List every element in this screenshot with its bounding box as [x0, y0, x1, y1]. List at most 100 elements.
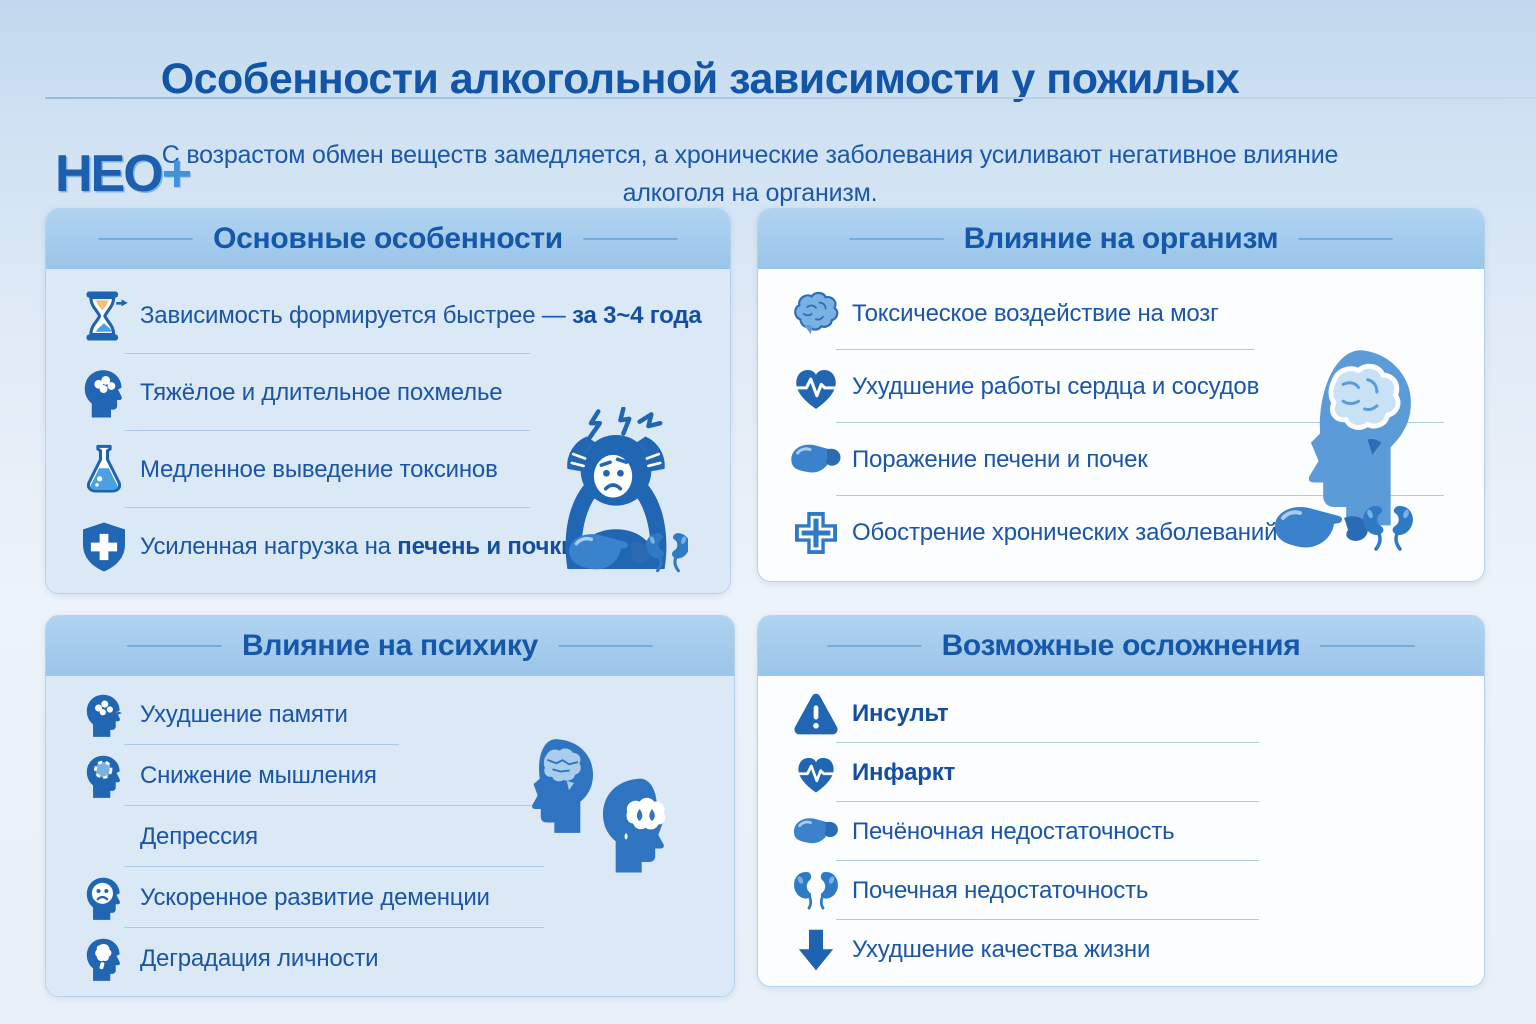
hangover-head-icon [68, 365, 140, 421]
item-text-bold: Инфаркт [852, 758, 956, 786]
shield-cross-icon [68, 519, 140, 575]
list-item: Усиленная нагрузка на печень и почки [46, 508, 730, 585]
warning-triangle-icon [780, 689, 852, 739]
panel-key-features: Основные особенности Зависимость формиру… [45, 208, 731, 594]
item-text-bold: Инсульт [852, 699, 949, 727]
header-line [126, 645, 222, 647]
list-item: Ухудшение работы сердца и сосудов [758, 350, 1484, 423]
item-text-regular: Печёночная недостаточность [852, 817, 1175, 845]
item-text: Почечная недостаточность [852, 877, 1148, 905]
subtitle-line-1: С возрастом обмен веществ замедляется, а… [161, 141, 1339, 169]
header-line [558, 645, 654, 647]
header-line [826, 645, 922, 647]
item-text-regular: Деградация личности [140, 944, 379, 972]
panel-title: Влияние на организм [963, 222, 1279, 255]
header-line [1298, 238, 1394, 240]
list-item: Поражение печени и почек [758, 423, 1484, 496]
list-item: Ускоренное развитие деменции [46, 867, 734, 928]
item-text-regular: Ухудшение памяти [140, 700, 348, 728]
item-text: Деградация личности [140, 944, 379, 973]
panel-body-impact: Влияние на организм Токсическое воздейст… [757, 208, 1485, 582]
hourglass-icon [68, 288, 140, 344]
brain-icon [780, 286, 852, 342]
item-text: Снижение мышления [140, 762, 377, 790]
item-text: Инсульт [852, 699, 949, 728]
medical-cross-icon [780, 505, 852, 561]
panel-header: Влияние на организм [758, 209, 1484, 269]
item-text: Поражение печени и почек [852, 446, 1148, 474]
list-item: Инсульт [758, 684, 1484, 743]
item-text-regular: Усиленная нагрузка на [140, 532, 398, 560]
header-line [98, 238, 194, 240]
heart-pulse-icon [780, 359, 852, 415]
title-divider [45, 97, 1536, 99]
list-item: Деградация личности [46, 928, 734, 989]
item-text: Медленное выведение токсинов [140, 456, 498, 484]
list-item: Инфаркт [758, 743, 1484, 802]
list-item: Депрессия [46, 806, 734, 867]
item-text: Тяжёлое и длительное похмелье [140, 378, 503, 407]
panel-complications: Возможные осложнения Инсульт Инфаркт Печён… [757, 615, 1485, 987]
heart-pulse-icon [780, 748, 852, 798]
header-line [1320, 645, 1416, 647]
degradation-head-icon [68, 934, 140, 984]
item-text: Ухудшение работы сердца и сосудов [852, 373, 1259, 401]
logo-text: НЕО [55, 145, 164, 203]
down-arrow-icon [780, 925, 852, 975]
item-text-regular: Ускоренное развитие деменции [140, 883, 490, 911]
panel-title: Основные особенности [213, 222, 563, 255]
item-text: Токсическое воздействие на мозг [852, 300, 1219, 328]
item-text-regular: Поражение печени и почек [852, 445, 1148, 473]
list-item: Почечная недостаточность [758, 861, 1484, 920]
list-item: Обострение хронических заболеваний [758, 496, 1484, 569]
list-item: Ухудшение памяти [46, 684, 734, 745]
item-text-regular: Ухудшение работы сердца и сосудов [852, 372, 1260, 400]
item-text-regular: Снижение мышления [140, 761, 377, 789]
panel-body: Инсульт Инфаркт Печёночная недостаточность… [758, 676, 1484, 986]
sad-face-head-icon [68, 873, 140, 923]
panel-title: Влияние на психику [241, 629, 539, 662]
panel-header: Основные особенности [46, 209, 730, 269]
liver-icon [780, 432, 852, 488]
panel-psyche-impact: Влияние на психику Ухудшение памяти Сниже… [45, 615, 735, 997]
item-text-regular: Тяжёлое и длительное похмелье [140, 378, 503, 406]
panel-body: Токсическое воздействие на мозг Ухудшение… [758, 269, 1484, 581]
list-item: Токсическое воздействие на мозг [758, 277, 1484, 350]
item-text-regular: Депрессия [140, 822, 258, 850]
item-text: Ухудшение качества жизни [852, 936, 1150, 964]
panel-title: Возможные осложнения [941, 629, 1301, 662]
item-text: Обострение хронических заболеваний [852, 519, 1277, 547]
panel-header: Возможные осложнения [758, 616, 1484, 676]
panel-body: Зависимость формируется быстрее — за 3~4… [46, 269, 730, 593]
list-item: Снижение мышления [46, 745, 734, 806]
item-text-bold: печень и почки [397, 532, 576, 560]
kidneys-icon [780, 866, 852, 916]
item-text-regular: Медленное выведение токсинов [140, 455, 498, 483]
item-text: Ускоренное развитие деменции [140, 884, 490, 912]
flask-icon [68, 442, 140, 498]
item-text-regular: Обострение хронических заболеваний [852, 518, 1278, 546]
page-subtitle: С возрастом обмен веществ замедляется, а… [0, 137, 1500, 212]
list-item: Зависимость формируется быстрее — за 3~4… [46, 277, 730, 354]
logo-plus-icon: + [161, 145, 192, 203]
item-text-regular: Ухудшение качества жизни [852, 935, 1151, 963]
item-text: Усиленная нагрузка на печень и почки [140, 533, 576, 561]
liver-icon [780, 807, 852, 857]
list-item: Медленное выведение токсинов [46, 431, 730, 508]
list-item: Тяжёлое и длительное похмелье [46, 354, 730, 431]
item-text: Ухудшение памяти [140, 701, 348, 729]
header-line [848, 238, 944, 240]
panel-header: Влияние на психику [46, 616, 734, 676]
item-text-regular: Почечная недостаточность [852, 876, 1149, 904]
item-text-bold: за 3~4 года [572, 301, 702, 329]
item-text-regular: Зависимость формируется быстрее — [140, 301, 573, 329]
list-item: Ухудшение качества жизни [758, 920, 1484, 979]
panel-body: Ухудшение памяти Снижение мышления Депресс… [46, 676, 734, 996]
subtitle-line-2: алкоголя на организм. [622, 178, 878, 207]
item-text: Депрессия [140, 823, 258, 851]
page-title: Особенности алкогольной зависимости у по… [160, 54, 1240, 103]
item-text: Инфаркт [852, 759, 955, 787]
header-line [582, 238, 678, 240]
item-text-regular: Токсическое воздействие на мозг [852, 299, 1219, 327]
